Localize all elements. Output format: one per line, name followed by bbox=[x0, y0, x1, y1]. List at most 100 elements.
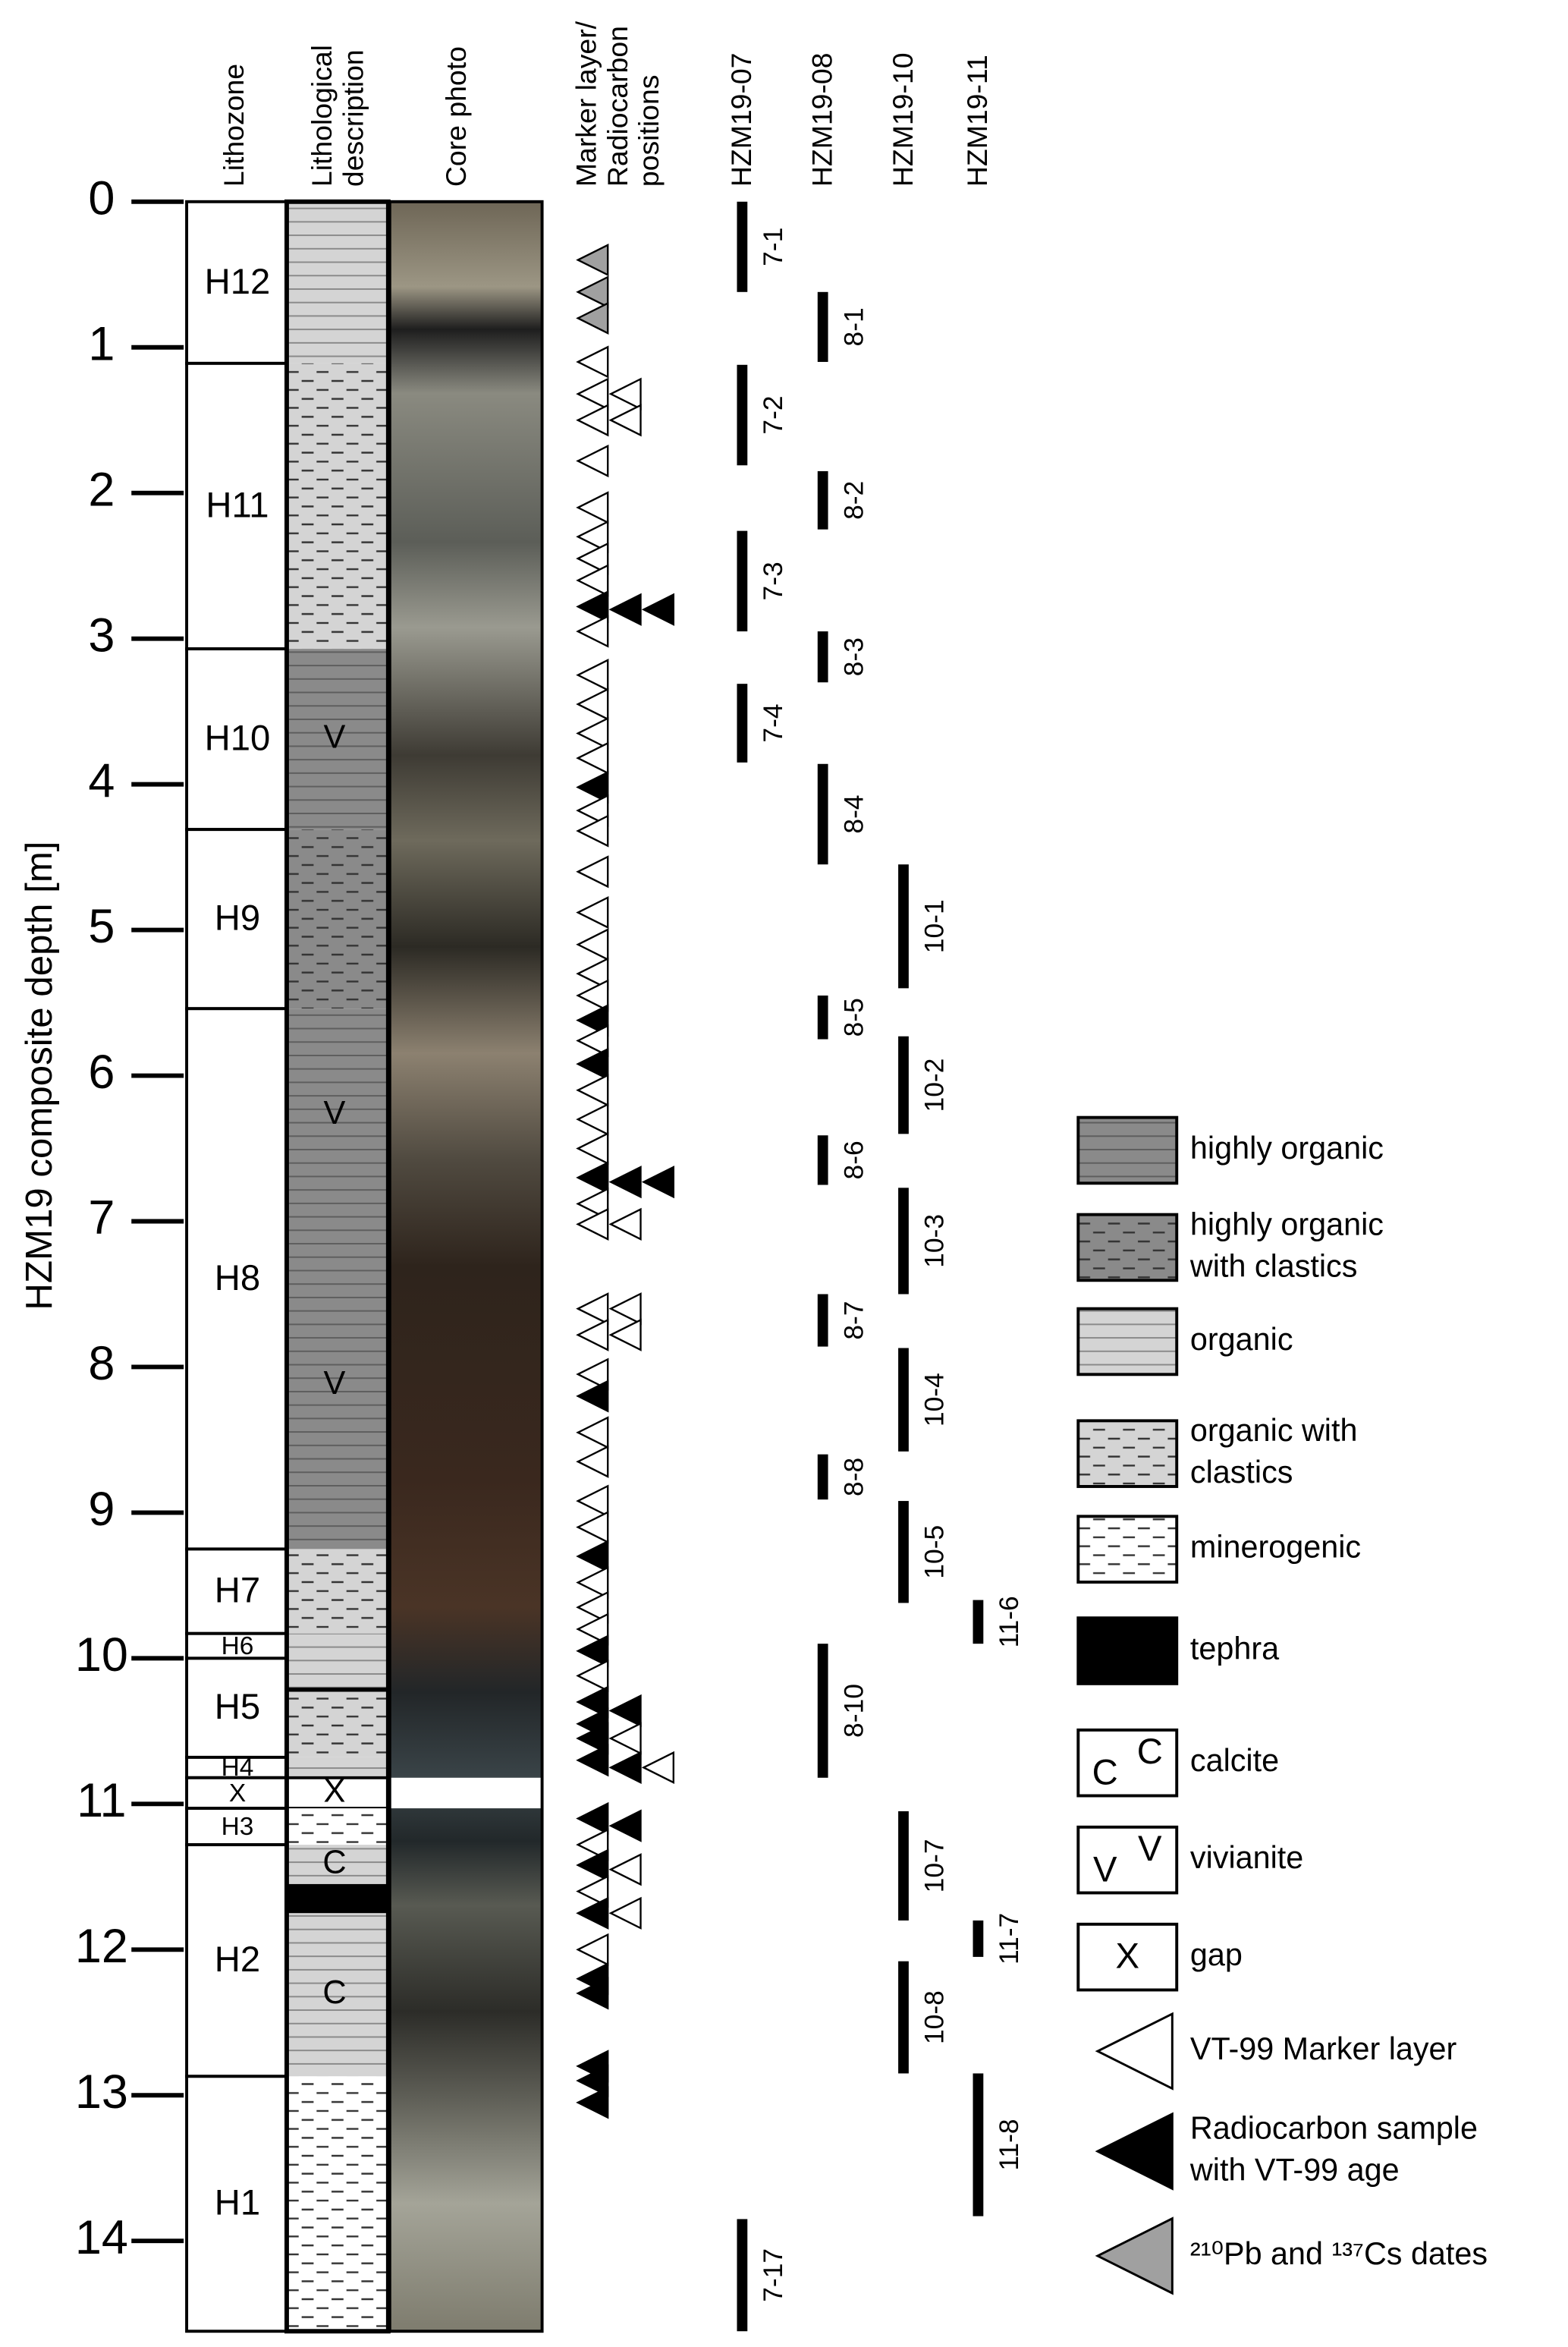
section-label: 10-7 bbox=[919, 1839, 950, 1892]
legend-label: organic bbox=[1190, 1322, 1293, 1357]
marker-triangle bbox=[576, 1131, 609, 1166]
lithozone-label: X bbox=[229, 1779, 246, 1807]
marker-triangle bbox=[576, 1003, 609, 1037]
legend-label: minerogenic bbox=[1190, 1530, 1361, 1565]
lithology-unit bbox=[288, 649, 387, 830]
marker-triangle bbox=[576, 1977, 609, 2010]
lithozone-label: H7 bbox=[215, 1571, 260, 1611]
legend-label: VT-99 Marker layer bbox=[1190, 2031, 1457, 2066]
lithozone-label: H8 bbox=[215, 1258, 260, 1298]
marker-triangle bbox=[608, 1722, 642, 1755]
tick-label: 1 bbox=[88, 317, 115, 370]
marker-triangle bbox=[576, 491, 609, 524]
lithology-unit bbox=[288, 1221, 387, 1549]
lithology-unit bbox=[288, 1549, 387, 1634]
lithozone-label: H9 bbox=[215, 898, 260, 939]
marker-triangle bbox=[576, 1187, 609, 1221]
legend-symbol: V bbox=[1093, 1849, 1117, 1889]
legend-swatch bbox=[1076, 1213, 1179, 1282]
core-section bbox=[737, 364, 748, 466]
marker-triangle bbox=[576, 928, 609, 961]
marker-triangle bbox=[576, 855, 609, 889]
section-label: 11-8 bbox=[994, 2119, 1024, 2170]
marker-triangle bbox=[641, 593, 675, 626]
photo-gap bbox=[391, 1777, 541, 1809]
section-label: 8-5 bbox=[838, 998, 869, 1037]
marker-triangle bbox=[576, 794, 609, 827]
legend-label: with clastics bbox=[1189, 1248, 1357, 1283]
marker-triangle bbox=[576, 659, 609, 692]
section-label: 8-2 bbox=[838, 481, 869, 520]
lithology-unit bbox=[288, 1691, 387, 1757]
core-section bbox=[817, 470, 828, 530]
marker-triangle bbox=[576, 1634, 609, 1668]
legend-label: gap bbox=[1190, 1937, 1243, 1972]
marker-triangle bbox=[576, 1744, 609, 1777]
tick-label: 5 bbox=[88, 900, 115, 953]
marker-triangle bbox=[576, 590, 609, 624]
core-section bbox=[973, 1920, 984, 1957]
lithozone-label: H1 bbox=[215, 2183, 260, 2223]
lithozone-label: H11 bbox=[206, 485, 269, 525]
core-section bbox=[817, 631, 828, 683]
core-section bbox=[737, 530, 748, 632]
marker-triangle bbox=[608, 1853, 642, 1886]
marker-triangle bbox=[576, 741, 609, 775]
tick-label: 10 bbox=[75, 1628, 128, 1682]
legend-label: organic with bbox=[1190, 1413, 1358, 1448]
legend-swatch bbox=[1076, 1515, 1179, 1584]
marker-triangle bbox=[608, 1292, 642, 1326]
marker-triangle bbox=[576, 1484, 609, 1518]
marker-triangle bbox=[608, 1809, 642, 1842]
section-label: 8-7 bbox=[838, 1301, 869, 1339]
legend-label: highly organic bbox=[1190, 1207, 1384, 1241]
section-label: 8-1 bbox=[838, 307, 869, 346]
section-label: 8-10 bbox=[838, 1684, 869, 1738]
marker-triangle bbox=[576, 1590, 609, 1624]
marker-triangle bbox=[576, 1024, 609, 1058]
lithology-symbol: V bbox=[324, 719, 346, 756]
lithology-unit bbox=[288, 1687, 387, 1692]
lithozone bbox=[185, 828, 288, 1011]
section-label: 11-7 bbox=[994, 1913, 1024, 1965]
marker-triangle bbox=[576, 615, 609, 648]
marker-triangle bbox=[608, 1318, 642, 1351]
marker-triangle bbox=[576, 542, 609, 575]
lithology-symbol: X bbox=[324, 1773, 346, 1809]
legend-swatch bbox=[1076, 1115, 1179, 1185]
tick-label: 8 bbox=[88, 1337, 115, 1390]
core-section bbox=[737, 684, 748, 763]
legend-symbol: C bbox=[1092, 1752, 1118, 1792]
marker-triangle bbox=[576, 520, 609, 553]
marker-triangle bbox=[576, 1161, 609, 1194]
core-section bbox=[817, 1294, 828, 1347]
legend-symbol: C bbox=[1137, 1732, 1163, 1772]
lithology-symbol: C bbox=[322, 1974, 346, 2011]
marker-triangle bbox=[608, 404, 642, 437]
marker-triangle bbox=[576, 1659, 609, 1693]
legend-label: tephra bbox=[1190, 1631, 1279, 1666]
column-header: Core photo bbox=[440, 46, 472, 187]
lithozone bbox=[185, 1656, 288, 1759]
marker-triangle bbox=[608, 1896, 642, 1930]
marker-triangle bbox=[576, 1047, 609, 1081]
tick-label: 6 bbox=[88, 1046, 115, 1099]
marker-triangle bbox=[576, 1933, 609, 1966]
legend-triangle bbox=[1095, 2216, 1174, 2295]
lithozone-label: H2 bbox=[215, 1940, 260, 1980]
tick-label: 2 bbox=[88, 463, 115, 516]
marker-triangle bbox=[576, 377, 609, 411]
marker-triangle bbox=[576, 1318, 609, 1351]
axis-label: HZM19 composite depth [m] bbox=[18, 842, 60, 1310]
core-section bbox=[817, 1644, 828, 1778]
marker-triangle bbox=[576, 1511, 609, 1544]
core-section bbox=[898, 1348, 909, 1452]
marker-triangle bbox=[576, 1896, 609, 1930]
marker-triangle bbox=[576, 1416, 609, 1449]
core-section bbox=[898, 1188, 909, 1295]
marker-triangle bbox=[576, 1612, 609, 1646]
section-label: 8-8 bbox=[838, 1458, 869, 1496]
section-label: 7-4 bbox=[758, 703, 788, 742]
legend-swatch bbox=[1076, 1728, 1179, 1798]
